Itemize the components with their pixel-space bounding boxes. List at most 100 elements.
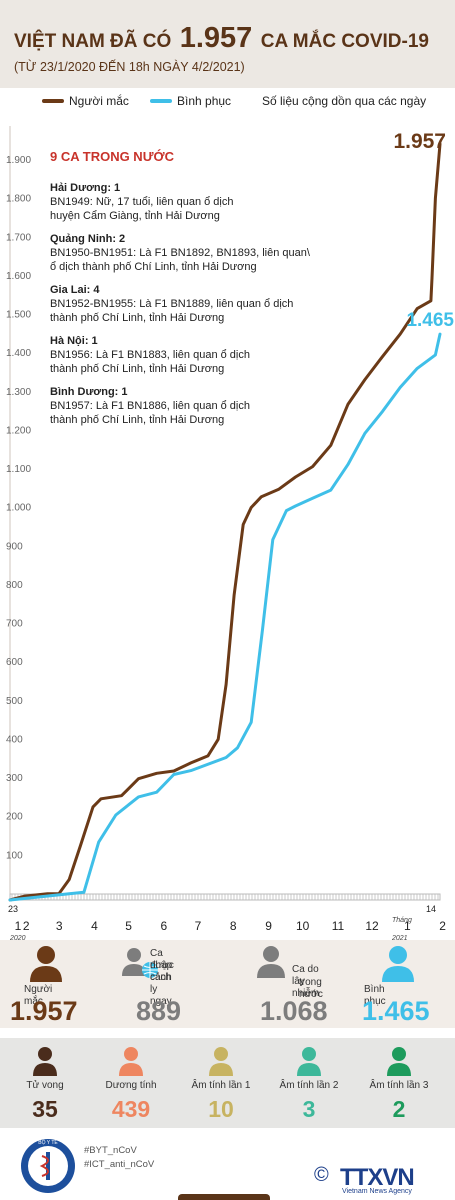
summary-local-label-2: trong nước xyxy=(299,977,323,1000)
person-icon xyxy=(382,946,414,982)
legend-note-text: Số liệu cộng dồn qua các ngày xyxy=(262,94,427,108)
note-line: thành phố Chí Linh, tỉnh Hải Dương xyxy=(50,363,225,375)
x-tick-label: 3 xyxy=(56,919,63,933)
note-line: BN1950-BN1951: Là F1 BN1892, BN1893, liê… xyxy=(50,247,310,259)
page-subtitle: (TỪ 23/1/2020 ĐẾN 18h NGÀY 4/2/2021) xyxy=(14,60,245,74)
y-tick-label: 1.600 xyxy=(6,271,31,282)
footer-bar xyxy=(178,1194,270,1200)
x-tick-label: 6 xyxy=(161,919,168,933)
title-suffix: CA MẮC COVID-19 xyxy=(260,31,429,52)
y-tick-label: 500 xyxy=(6,696,23,707)
x-tick-label: 5 xyxy=(125,919,132,933)
note-item: Hải Dương: 1 BN1949: Nữ, 17 tuổi, liên q… xyxy=(50,181,370,223)
note-place: Gia Lai: 4 xyxy=(50,284,100,296)
x-tick-end-day: 14 xyxy=(426,904,436,914)
end-label-infected: 1.957 xyxy=(393,130,446,153)
x-tick-label: 2 xyxy=(439,919,446,933)
page-title: VIỆT NAM ĐÃ CÓ 1.957 CA MẮC COVID-19 xyxy=(14,22,429,55)
y-tick-label: 1.700 xyxy=(6,232,31,243)
y-tick-label: 200 xyxy=(6,812,23,823)
footer: BỘ Y TẾ #BYT_nCoV #ICT_anti_nCoV © TTXVN… xyxy=(0,1128,455,1200)
summary-imported-label-2: được cách ly ngay xyxy=(150,960,174,1007)
x-tick-label: 8 xyxy=(230,919,237,933)
note-item: Hà Nội: 1 BN1956: Là F1 BN1883, liên qua… xyxy=(50,334,370,376)
note-item: Bình Dương: 1 BN1957: Là F1 BN1886, liên… xyxy=(50,385,370,427)
domestic-cases-notes: 9 CA TRONG NƯỚC Hải Dương: 1 BN1949: Nữ,… xyxy=(50,150,370,436)
traveler-globe-icon xyxy=(122,948,158,978)
series-line-recovered xyxy=(8,332,442,902)
summary-band: Người mắc 1.957 Ca nhập cảnh được cách l… xyxy=(0,940,455,1028)
legend-label-recovered: Bình phục xyxy=(177,94,232,108)
brand-logo: TTXVN xyxy=(340,1164,415,1191)
note-item: Gia Lai: 4 BN1952-BN1955: Là F1 BN1889, … xyxy=(50,283,370,325)
chart-legend: Người mắc Bình phục Số liệu cộng dồn qua… xyxy=(0,94,455,114)
y-tick-label: 700 xyxy=(6,619,23,630)
summary-imported-label-1: Ca nhập cảnh xyxy=(150,948,173,983)
note-place: Quảng Ninh: 2 xyxy=(50,233,126,245)
x-tick-label: 11 xyxy=(332,919,345,933)
x-tick-start-day: 23 xyxy=(8,904,18,914)
note-line: BN1949: Nữ, 17 tuổi, liên quan ổ dịch xyxy=(50,196,234,208)
y-tick-label: 1.000 xyxy=(6,503,31,514)
status-label: Tử vong xyxy=(26,1080,64,1091)
legend-note: Số liệu cộng dồn qua các ngày xyxy=(262,94,426,108)
ministry-of-health-logo: BỘ Y TẾ xyxy=(21,1139,75,1193)
summary-infected-label: Người mắc xyxy=(24,984,53,1007)
summary-local-label-1: Ca do lây nhiễm xyxy=(292,964,320,999)
note-place: Hải Dương: 1 xyxy=(50,182,121,194)
hashtag: #ICT_anti_nCoV xyxy=(84,1159,155,1170)
status-value: 10 xyxy=(208,1096,234,1122)
status-value: 2 xyxy=(392,1096,406,1122)
line-chart: 100 200 300 400 500 600 700 800 900 1.000 1.100 1.2… xyxy=(6,126,454,940)
note-place: Bình Dương: 1 xyxy=(50,386,128,398)
legend-swatch-infected xyxy=(42,99,64,103)
title-number: 1.957 xyxy=(179,22,253,54)
logo-text: BỘ Y TẾ xyxy=(38,1139,58,1146)
x-tick-label: 1 xyxy=(404,919,411,933)
status-value: 3 xyxy=(302,1096,316,1122)
summary-recovered-value: 1.465 xyxy=(362,996,430,1026)
x-tick-label: 9 xyxy=(265,919,272,933)
person-icon xyxy=(209,1047,233,1076)
note-item: Quảng Ninh: 2 BN1950-BN1951: Là F1 BN189… xyxy=(50,232,370,274)
legend-label-infected: Người mắc xyxy=(69,94,129,108)
y-tick-label: 400 xyxy=(6,734,23,745)
x-tick-label: 1 xyxy=(15,919,22,933)
header-banner: VIỆT NAM ĐÃ CÓ 1.957 CA MẮC COVID-19 (TỪ… xyxy=(0,0,455,88)
summary-local-value: 1.068 xyxy=(260,996,328,1026)
note-line: huyện Cẩm Giàng, tỉnh Hải Dương xyxy=(50,210,220,222)
y-tick-label: 1.800 xyxy=(6,194,31,205)
y-tick-label: 1.500 xyxy=(6,310,31,321)
x-tick-label: 7 xyxy=(195,919,202,933)
title-prefix: VIỆT NAM ĐÃ CÓ xyxy=(14,31,172,52)
person-icon xyxy=(119,1047,143,1076)
brand-subtitle: Vietnam News Agency xyxy=(342,1188,412,1195)
status-value: 439 xyxy=(111,1096,151,1122)
summary-infected-value: 1.957 xyxy=(10,996,78,1026)
y-tick-label: 1.300 xyxy=(6,387,31,398)
x-tick-label: 2 xyxy=(23,919,30,933)
status-band: Tử vong 35 Dương tính 439 Âm tính lần 1 … xyxy=(0,1038,455,1128)
status-label: Âm tính lần 3 xyxy=(369,1080,429,1091)
x-year-end: 2021 xyxy=(391,935,408,940)
person-icon xyxy=(33,1047,57,1076)
x-tick-label: 10 xyxy=(296,919,310,933)
person-icon xyxy=(387,1047,411,1076)
person-icon xyxy=(257,946,285,978)
legend-item-recovered: Bình phục xyxy=(150,94,231,108)
note-line: BN1952-BN1955: Là F1 BN1889, liên quan ổ… xyxy=(50,298,294,310)
x-year-start: 2020 xyxy=(9,935,26,940)
copyright-icon: © xyxy=(314,1164,329,1186)
y-tick-label: 1.100 xyxy=(6,464,31,475)
hashtag: #BYT_nCoV xyxy=(84,1145,137,1156)
person-icon xyxy=(297,1047,321,1076)
x-tick-label: 12 xyxy=(365,919,379,933)
status-label: Âm tính lần 2 xyxy=(279,1080,339,1091)
y-tick-label: 900 xyxy=(6,541,23,552)
status-value: 35 xyxy=(32,1096,58,1122)
status-label: Dương tính xyxy=(105,1080,157,1091)
note-line: ổ dịch thành phố Chí Linh, tỉnh Hải Dươn… xyxy=(50,261,257,273)
summary-recovered-label: Bình phục xyxy=(364,984,386,1007)
notes-heading: 9 CA TRONG NƯỚC xyxy=(50,149,174,164)
legend-swatch-recovered xyxy=(150,99,172,103)
